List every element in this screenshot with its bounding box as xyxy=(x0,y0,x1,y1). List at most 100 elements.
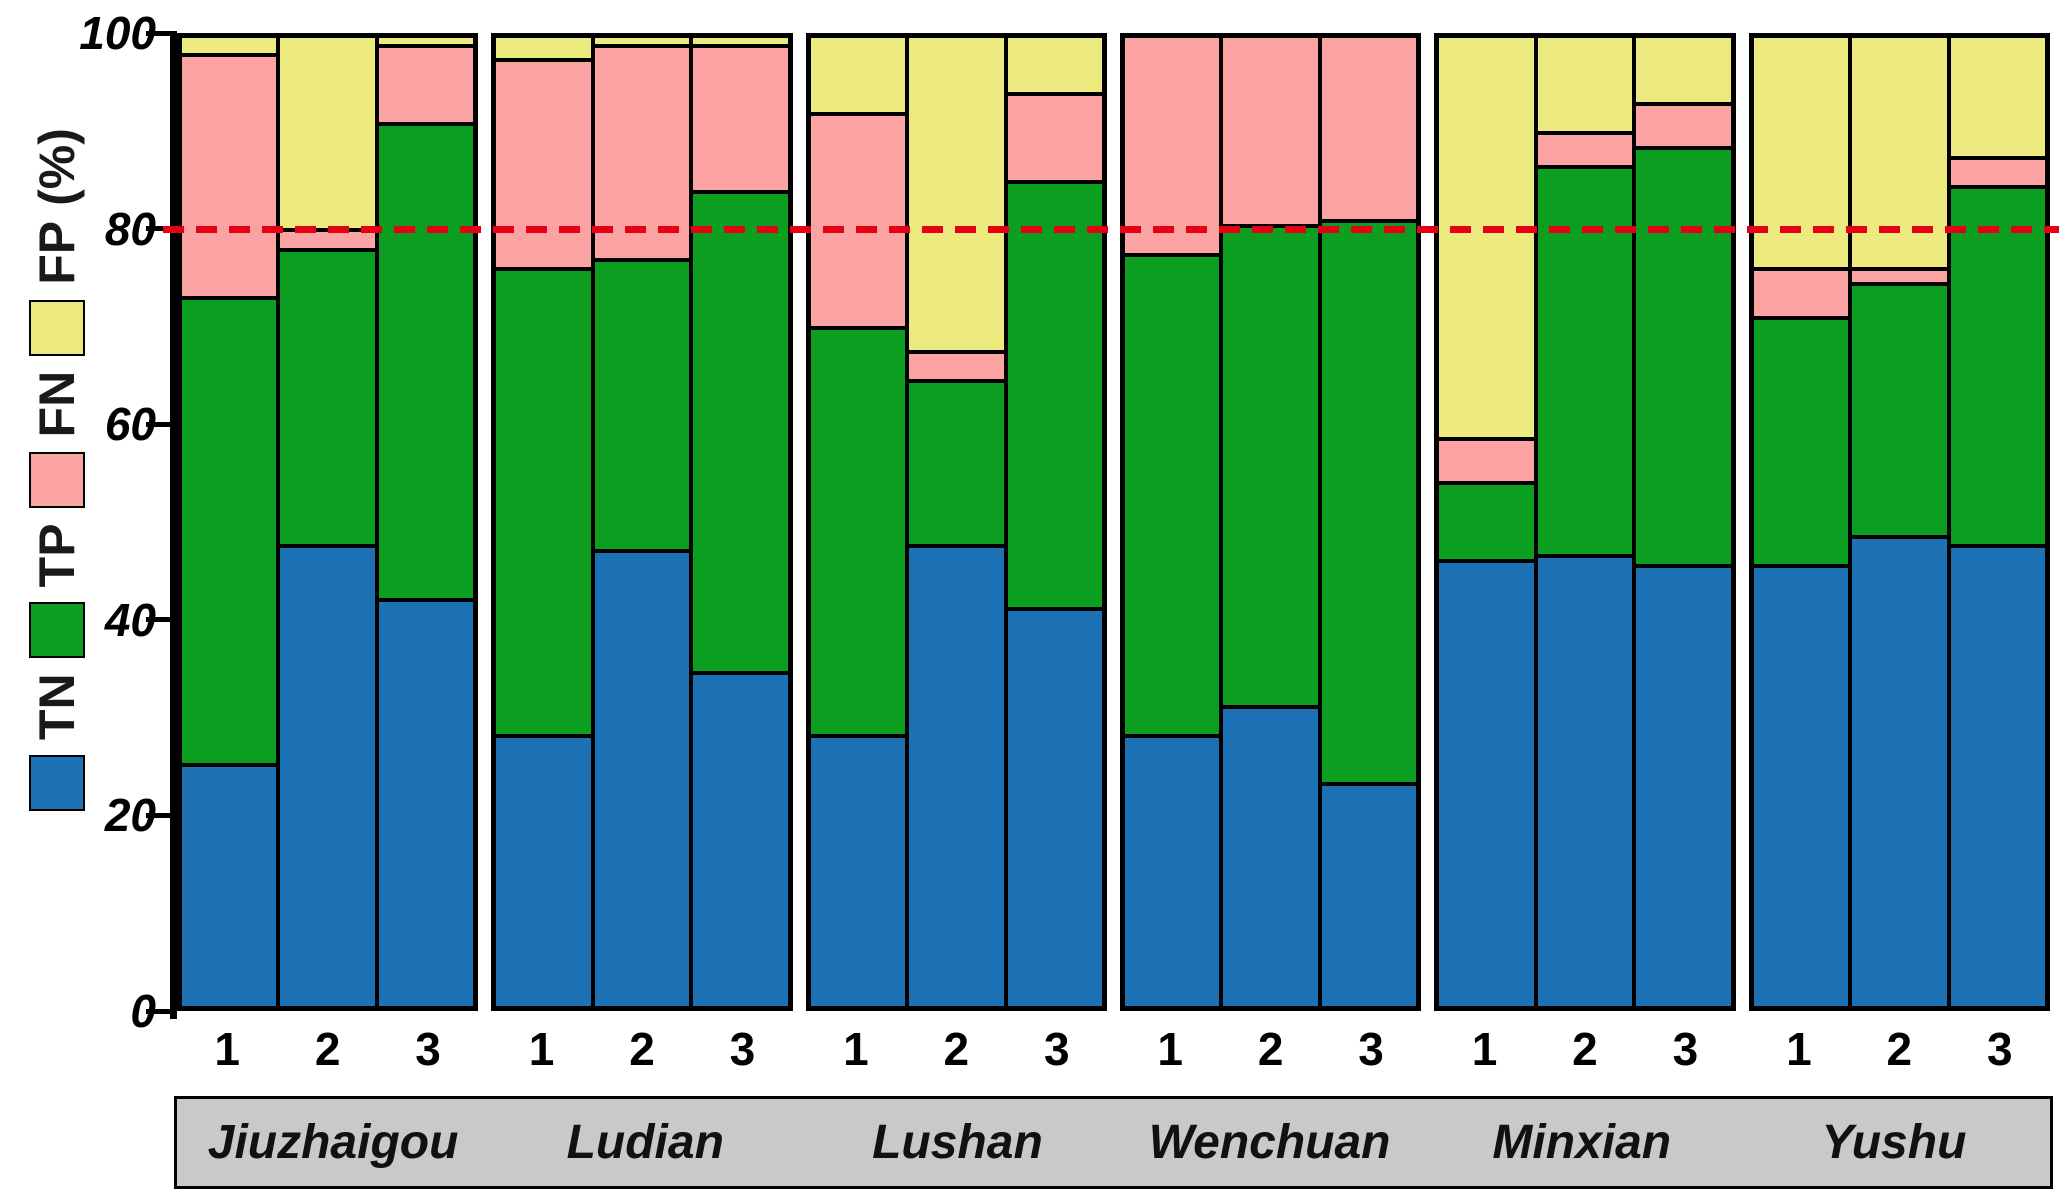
segment-fn xyxy=(1535,133,1635,168)
y-tick-mark-80 xyxy=(146,226,174,232)
legend-swatch-fp-icon xyxy=(29,299,85,356)
bar-ludian-1 xyxy=(494,36,593,1008)
plot-area xyxy=(177,33,2050,1011)
group-label-minxian: Minxian xyxy=(1492,1116,1672,1169)
segment-tp xyxy=(592,259,692,552)
bar-index-label: 2 xyxy=(1257,1023,1284,1075)
segment-fn xyxy=(1948,157,2047,187)
bar-wenchuan-2 xyxy=(1221,36,1320,1008)
bar-numbers-minxian: 1 2 3 xyxy=(1434,1022,1735,1076)
bar-index-label: 1 xyxy=(214,1023,241,1075)
bar-yushu-3 xyxy=(1948,36,2047,1008)
bar-index-label: 1 xyxy=(528,1023,555,1075)
bar-index-label: 2 xyxy=(1886,1023,1913,1075)
legend-swatch-fn-icon xyxy=(29,452,85,509)
segment-fn xyxy=(1437,439,1536,484)
segment-tn xyxy=(494,735,593,1008)
group-label-lushan: Lushan xyxy=(872,1116,1043,1169)
bar-minxian-3 xyxy=(1634,36,1733,1008)
segment-fn xyxy=(1751,269,1851,318)
bar-index-label: 1 xyxy=(1471,1023,1498,1075)
bar-numbers-jiuzhaigou: 1 2 3 xyxy=(177,1022,478,1076)
segment-tn xyxy=(1850,536,1949,1008)
segment-tp xyxy=(376,123,476,600)
segment-fp xyxy=(494,36,593,61)
bar-lushan-3 xyxy=(1005,36,1104,1008)
group-panel-ludian xyxy=(491,33,793,1011)
segment-tn xyxy=(1122,735,1222,1008)
segment-fn xyxy=(1319,36,1419,221)
group-panel-lushan xyxy=(805,33,1107,1011)
bar-wenchuan-3 xyxy=(1319,36,1419,1008)
bar-minxian-2 xyxy=(1535,36,1635,1008)
segment-tp xyxy=(180,298,279,765)
bar-ludian-3 xyxy=(691,36,790,1008)
segment-fn xyxy=(1221,36,1320,226)
group-panel-minxian xyxy=(1434,33,1736,1011)
y-tick-mark-0 xyxy=(146,1008,174,1014)
segment-tn xyxy=(1751,565,1851,1008)
segment-tp xyxy=(1221,225,1320,707)
segment-fp xyxy=(376,36,476,46)
segment-fn xyxy=(278,230,377,250)
group-panel-jiuzhaigou xyxy=(177,33,479,1011)
segment-tn xyxy=(376,599,476,1008)
segment-tp xyxy=(1437,483,1536,561)
group-label-wenchuan: Wenchuan xyxy=(1148,1116,1391,1169)
bar-index-label: 1 xyxy=(1157,1023,1183,1075)
segment-fp xyxy=(808,36,908,114)
legend-label-tp: TP xyxy=(29,523,85,588)
segment-fn xyxy=(691,45,790,192)
segment-tn xyxy=(1221,706,1320,1008)
segment-tn xyxy=(691,672,790,1008)
group-label-jiuzhaigou: Jiuzhaigou xyxy=(207,1116,459,1169)
y-tick-mark-20 xyxy=(146,812,174,818)
segment-fn xyxy=(1005,94,1104,182)
segment-fn xyxy=(592,45,692,260)
segment-fp xyxy=(278,36,377,231)
y-tick-label-100: 100 xyxy=(79,7,156,59)
bar-wenchuan-1 xyxy=(1122,36,1222,1008)
segment-fn xyxy=(1634,104,1733,148)
bar-index-label: 2 xyxy=(943,1023,970,1075)
segment-tp xyxy=(1122,254,1222,736)
segment-fn xyxy=(907,351,1006,382)
segment-tp xyxy=(1005,181,1104,610)
bar-index-label: 2 xyxy=(629,1023,655,1075)
bar-index-label: 3 xyxy=(1043,1023,1070,1075)
segment-tp xyxy=(1634,147,1733,566)
segment-fn xyxy=(1122,36,1222,255)
y-tick-mark-100 xyxy=(146,30,174,36)
segment-tp xyxy=(1948,186,2047,547)
segment-fp xyxy=(1850,36,1949,270)
reference-line-80 xyxy=(163,225,2059,233)
segment-tp xyxy=(1319,220,1419,785)
segment-tp xyxy=(691,191,790,673)
bar-jiuzhaigou-3 xyxy=(376,36,476,1008)
segment-tn xyxy=(1634,565,1733,1008)
segment-tn xyxy=(907,546,1006,1008)
segment-tp xyxy=(907,381,1006,547)
bar-index-label: 3 xyxy=(729,1023,756,1075)
segment-tn xyxy=(1948,546,2047,1008)
segment-fp xyxy=(1437,36,1536,440)
segment-tn xyxy=(1319,784,1419,1008)
group-label-ludian: Ludian xyxy=(566,1116,724,1169)
legend-label-tn: TN xyxy=(29,673,85,740)
group-panel-yushu xyxy=(1748,33,2050,1011)
y-axis-line xyxy=(170,31,177,1019)
segment-fp xyxy=(1535,36,1635,134)
segment-fp xyxy=(592,36,692,46)
y-tick-label-20: 20 xyxy=(104,789,156,842)
bar-jiuzhaigou-2 xyxy=(278,36,377,1008)
y-tick-mark-40 xyxy=(146,617,174,623)
segment-tn xyxy=(1005,609,1104,1008)
segment-tn xyxy=(278,546,377,1008)
bar-numbers-ludian: 1 2 3 xyxy=(491,1022,792,1076)
segment-tn xyxy=(808,735,908,1008)
y-tick-label-40: 40 xyxy=(104,593,156,646)
segment-fn xyxy=(180,55,279,299)
bar-index-label: 3 xyxy=(1672,1023,1699,1075)
bar-lushan-1 xyxy=(808,36,908,1008)
